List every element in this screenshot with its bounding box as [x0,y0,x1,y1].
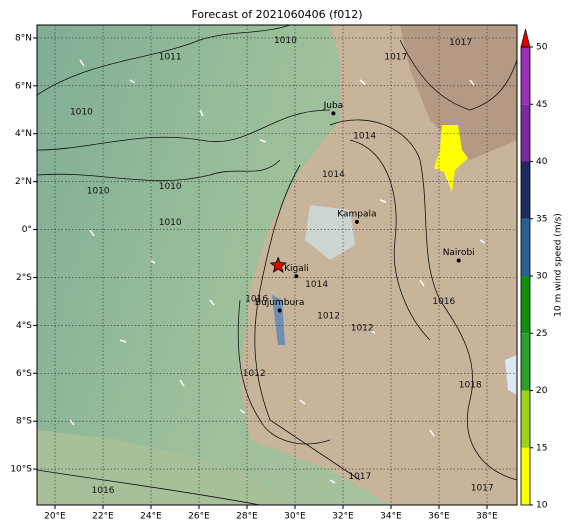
y-tick-label: 0° [22,225,32,235]
city-marker [354,219,359,224]
contour-label: 1010 [70,108,93,118]
contour-label: 1018 [459,381,482,391]
x-tick-label: 20°E [44,512,66,522]
colorbar-tick-label: 10 [536,501,548,511]
contour-label: 1010 [159,218,182,228]
city-marker [294,274,299,279]
colorbar-extend [520,28,531,48]
contour-label: 1017 [471,484,494,494]
contour-label: 1012 [351,323,374,333]
title: Forecast of 2021060406 (f012) [191,8,362,21]
x-tick-label: 26°E [188,512,210,522]
colorbar-tick-label: 45 [536,100,547,110]
x-tick-label: 34°E [380,512,402,522]
y-tick-label: 2°N [15,177,32,187]
map-frame [36,24,518,506]
contour-label: 1011 [159,53,182,63]
colorbar-tick-label: 40 [536,157,548,167]
x-tick-label: 22°E [92,512,114,522]
contour-label: 1014 [322,170,345,180]
contour-label: 1014 [353,132,376,142]
colorbar-segment [521,218,530,276]
city-marker [277,308,282,313]
y-tick-label: 8°S [16,417,32,427]
city-label: Kampala [337,209,376,219]
contour-label: 1016 [432,297,455,307]
contour-label: 1017 [348,472,371,482]
colorbar-tick-label: 20 [536,386,548,396]
colorbar-segment [521,276,530,334]
city-label: Kigali [284,264,309,274]
y-tick-label: 6°S [16,369,32,379]
city-label: Nairobi [443,248,475,258]
colorbar-segment [521,333,530,391]
colorbar-segment [521,104,530,162]
y-tick-label: 8°N [15,33,32,43]
colorbar-segment [521,447,530,505]
contours [37,25,517,505]
y-tick-label: 6°N [15,81,32,91]
contour-label: 1017 [449,38,472,48]
colorbar-tick-label: 35 [536,214,547,224]
colorbar-tick-label: 30 [536,272,548,282]
x-tick-label: 36°E [428,512,450,522]
terrain [37,25,517,505]
y-tick-label: 10°S [10,465,32,475]
colorbar-segment [521,47,530,105]
y-tick-label: 4°S [16,321,32,331]
contour-label: 1017 [384,53,407,63]
contour-label: 1012 [317,311,340,321]
contour-label: 1014 [305,280,328,290]
colorbar-label: 10 m wind speed (m/s) [554,213,564,317]
star-marker [269,256,287,273]
contour-label: 1010 [87,187,110,197]
y-tick-label: 4°N [15,129,32,139]
colorbar-segment [521,390,530,448]
y-tick-label: 2°S [16,273,32,283]
colorbar-segment [521,161,530,219]
city-marker [456,258,461,263]
colorbar-tick-label: 15 [536,443,547,453]
city-label: Bujumbura [255,298,304,308]
city-label: Juba [323,101,344,111]
contour-label: 1010 [159,182,182,192]
wind-barbs [69,59,486,484]
contour-label: 1012 [243,369,266,379]
x-tick-label: 38°E [476,512,498,522]
colorbar-tick-label: 25 [536,329,547,339]
contour-label: 1016 [92,486,115,496]
contour-label: 1016 [245,295,268,305]
contour-label: 1010 [274,36,297,46]
city-marker [331,111,336,116]
x-tick-label: 28°E [236,512,258,522]
x-tick-label: 32°E [332,512,354,522]
colorbar-tick-label: 50 [536,43,548,53]
x-tick-label: 24°E [140,512,162,522]
x-tick-label: 30°E [284,512,306,522]
